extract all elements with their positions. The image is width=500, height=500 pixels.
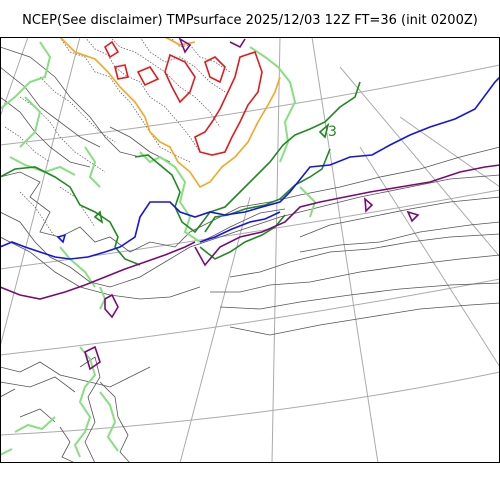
contour-green — [0, 81, 361, 266]
coastlines — [0, 46, 500, 463]
contour-red — [103, 40, 263, 156]
graticule — [0, 37, 500, 463]
contour-blue — [0, 76, 500, 260]
contour-label-green: 3 — [328, 124, 337, 140]
contour-purple — [0, 37, 500, 371]
map-title: NCEP(See disclaimer) TMPsurface 2025/12/… — [22, 13, 478, 28]
map-canvas: 3 — [0, 37, 500, 463]
contour-orange — [59, 37, 281, 189]
map-panel: 3 — [0, 37, 500, 463]
